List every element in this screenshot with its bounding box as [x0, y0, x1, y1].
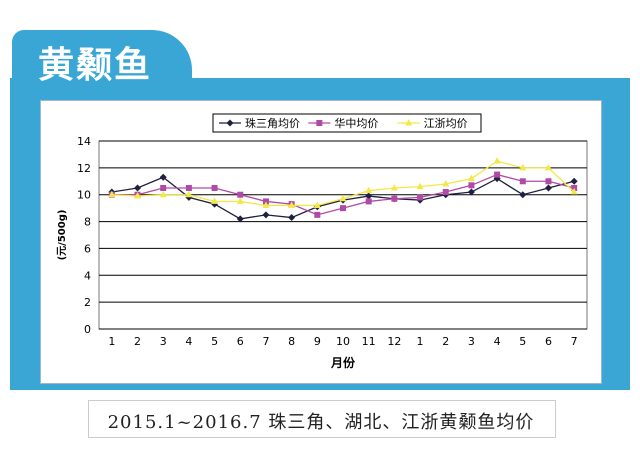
- data-point: [390, 184, 398, 191]
- data-point: [570, 188, 578, 195]
- x-tick-label: 4: [494, 335, 501, 348]
- x-tick-label: 9: [314, 335, 321, 348]
- data-point: [339, 194, 347, 202]
- legend-marker: [226, 119, 234, 127]
- data-point: [288, 214, 296, 222]
- y-tick-label: 10: [77, 189, 91, 202]
- y-tick-label: 12: [77, 162, 91, 175]
- data-point: [159, 173, 167, 181]
- legend-label: 江浙均价: [424, 117, 468, 130]
- x-tick-label: 11: [362, 335, 376, 348]
- legend-marker: [316, 120, 323, 126]
- x-tick-label: 5: [211, 335, 218, 348]
- x-tick-label: 7: [262, 335, 269, 348]
- data-point: [262, 201, 270, 208]
- data-point: [211, 197, 219, 204]
- data-point: [288, 201, 296, 208]
- data-point: [134, 184, 142, 192]
- chart-panel: 0 2 4 6 8 10 12 14 1 2 3 4 5 6 7 8 9 10 11 12 1 2 3 4 5 6 7 月份 (元/50…: [40, 100, 602, 384]
- legend-label: 华中均价: [334, 116, 378, 130]
- y-axis-label: (元/500g): [56, 210, 68, 261]
- x-tick-label: 6: [237, 335, 244, 348]
- x-tick-label: 1: [417, 335, 424, 348]
- data-point: [493, 157, 501, 164]
- data-point: [545, 178, 552, 185]
- x-tick-label: 7: [571, 335, 578, 348]
- y-tick-label: 14: [77, 135, 91, 148]
- data-point: [185, 185, 192, 191]
- data-point: [417, 194, 424, 201]
- x-tick-label: 2: [134, 335, 141, 348]
- x-tick-label: 5: [519, 335, 526, 348]
- x-tick-label: 12: [387, 335, 401, 348]
- data-point: [211, 185, 218, 191]
- data-point: [570, 177, 578, 185]
- x-tick-label: 6: [545, 335, 552, 348]
- data-point: [185, 190, 193, 198]
- data-point: [160, 185, 167, 191]
- y-tick-label: 0: [84, 323, 91, 336]
- legend-label: 珠三角均价: [245, 116, 300, 130]
- data-point: [159, 190, 167, 198]
- x-tick-label: 4: [185, 335, 192, 348]
- data-point: [519, 191, 527, 199]
- data-point: [571, 185, 578, 191]
- data-point: [442, 179, 450, 187]
- data-point: [544, 163, 552, 171]
- data-point: [185, 193, 193, 201]
- data-point: [108, 190, 116, 198]
- x-tick-label: 1: [108, 335, 115, 348]
- data-point: [544, 184, 552, 192]
- legend-box: [212, 113, 482, 133]
- data-point: [262, 211, 270, 219]
- y-tick-label: 6: [84, 242, 91, 255]
- y-tick-label: 2: [84, 296, 91, 309]
- legend-marker: [405, 119, 413, 126]
- x-tick-label: 3: [160, 335, 167, 348]
- page-title: 黄颡鱼: [38, 45, 153, 86]
- data-point: [262, 198, 269, 205]
- data-point: [365, 186, 373, 194]
- caption-box: [88, 400, 556, 438]
- data-point: [467, 188, 475, 196]
- data-point: [313, 201, 321, 208]
- data-point: [340, 205, 346, 212]
- x-tick-label: 10: [336, 335, 350, 348]
- data-point: [467, 174, 475, 182]
- data-point: [442, 189, 449, 196]
- data-point: [391, 195, 398, 202]
- x-tick-label: 8: [288, 335, 295, 348]
- data-point: [416, 182, 424, 190]
- data-point: [494, 171, 501, 178]
- data-point: [237, 191, 244, 198]
- data-point: [236, 197, 244, 204]
- plot-area: [98, 140, 588, 330]
- data-point: [134, 192, 142, 199]
- data-point: [314, 211, 321, 218]
- data-point: [468, 182, 475, 189]
- y-tick-label: 8: [84, 216, 91, 229]
- data-point: [519, 178, 526, 185]
- data-point: [236, 215, 244, 223]
- data-point: [519, 163, 527, 171]
- x-axis-label: 月份: [330, 355, 356, 370]
- data-point: [365, 198, 372, 205]
- chart-caption: 2015.1~2016.7 珠三角、湖北、江浙黄颡鱼均价: [107, 412, 535, 433]
- y-tick-label: 4: [84, 269, 91, 282]
- data-point: [365, 192, 373, 200]
- x-tick-label: 2: [442, 335, 449, 348]
- x-tick-label: 3: [468, 335, 475, 348]
